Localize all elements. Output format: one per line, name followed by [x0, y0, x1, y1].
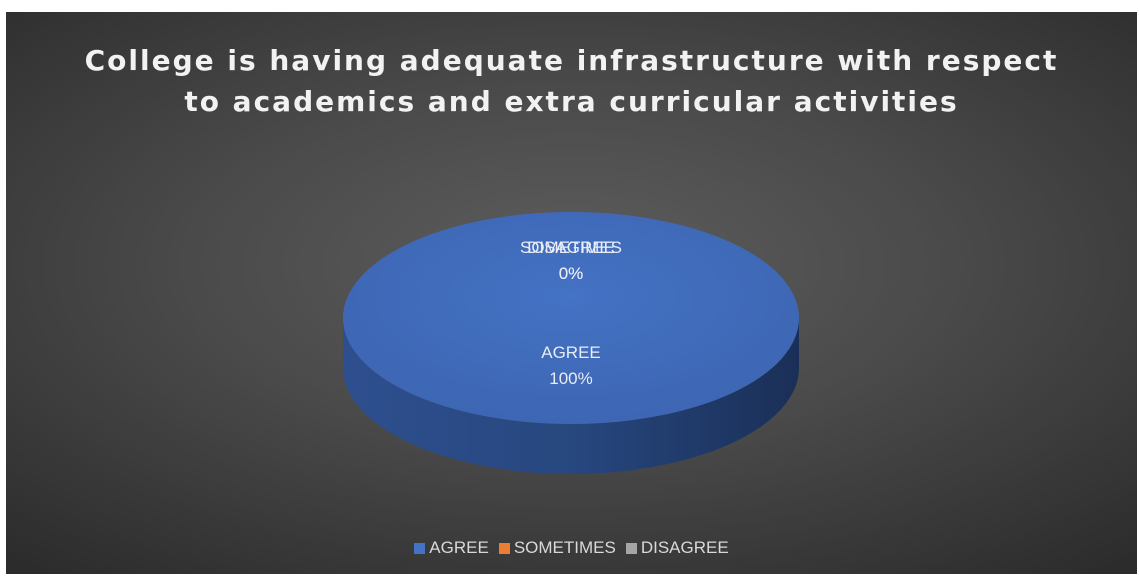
chart-title: College is having adequate infrastructur…	[84, 44, 1059, 118]
legend-label-agree: AGREE	[429, 538, 489, 557]
legend-item-sometimes: SOMETIMES	[498, 538, 616, 558]
legend-label-sometimes: SOMETIMES	[513, 538, 616, 557]
data-label-percent-disagree: 0%	[559, 264, 584, 283]
legend-label-disagree: DISAGREE	[640, 538, 729, 557]
legend-item-agree: AGREE	[414, 538, 489, 558]
legend-item-disagree: DISAGREE	[625, 538, 729, 558]
legend: AGREE SOMETIMES DISAGREE	[6, 538, 1137, 558]
legend-swatch-sometimes	[498, 542, 510, 554]
pie-slice-agree	[343, 212, 799, 424]
data-label-percent-agree: 100%	[549, 369, 592, 388]
chart-area: College is having adequate infrastructur…	[6, 12, 1137, 574]
pie-side-wall	[343, 318, 799, 474]
legend-swatch-disagree	[625, 542, 637, 554]
data-label-category-disagree: DISAGREE	[527, 238, 615, 257]
data-label-percent-sometimes: 0%	[559, 264, 584, 283]
data-label-category-agree: AGREE	[541, 343, 601, 362]
data-label-category-sometimes: SOMETIMES	[520, 238, 622, 257]
legend-swatch-agree	[414, 542, 426, 554]
